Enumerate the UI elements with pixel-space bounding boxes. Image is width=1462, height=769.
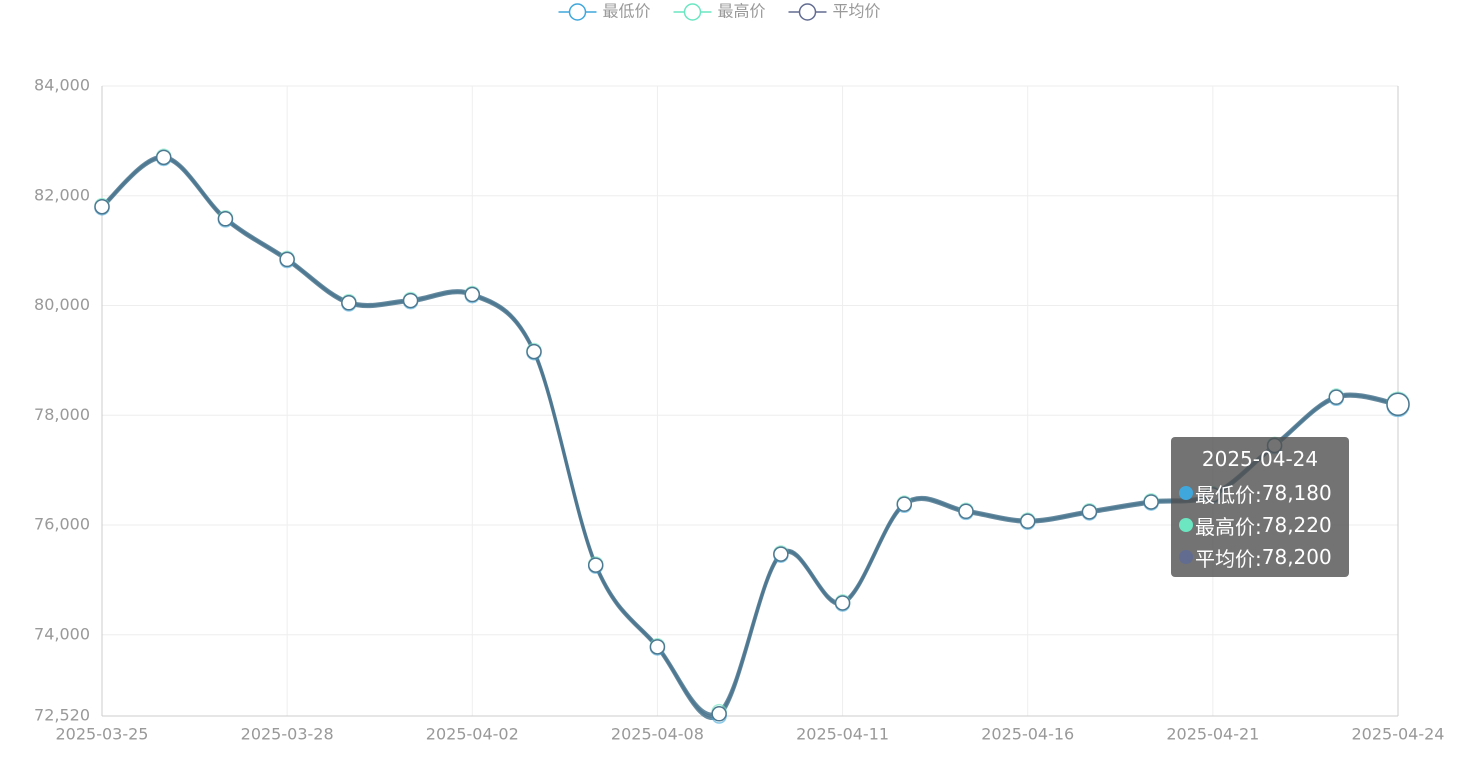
- tooltip-name: 最低价: [1195, 479, 1262, 508]
- data-point: [711, 706, 727, 722]
- tooltip: 2025-04-24最低价78,180最高价78,220平均价78,200: [1171, 437, 1349, 577]
- data-point: [587, 557, 604, 573]
- tooltip-row: 最低价78,180: [1179, 477, 1341, 509]
- data-point: [279, 251, 295, 268]
- data-point: [834, 595, 851, 611]
- x-tick-label: 2025-04-11: [796, 725, 889, 744]
- tooltip-marker: [1179, 550, 1193, 564]
- y-tick-label: 78,000: [34, 405, 90, 424]
- tooltip-name: 最高价: [1195, 511, 1262, 540]
- tooltip-value: 78,220: [1261, 513, 1332, 537]
- x-tick-label: 2025-03-25: [56, 725, 149, 744]
- tooltip-value: 78,180: [1261, 481, 1332, 505]
- data-point: [773, 546, 789, 562]
- data-point: [1143, 494, 1159, 510]
- tooltip-name: 平均价: [1195, 543, 1262, 572]
- x-tick-label: 2025-04-24: [1352, 725, 1445, 744]
- data-point: [896, 496, 913, 512]
- data-point: [464, 286, 481, 303]
- data-point: [958, 503, 974, 520]
- legend-icon: [798, 3, 817, 21]
- data-point: [341, 295, 357, 311]
- data-point: [94, 198, 110, 215]
- x-tick-label: 2025-04-21: [1166, 725, 1259, 744]
- legend-label: 最高价: [718, 2, 766, 21]
- tooltip-value: 78,200: [1261, 545, 1332, 569]
- x-tick-label: 2025-04-02: [426, 725, 519, 744]
- data-point: [1328, 389, 1345, 405]
- data-point: [402, 292, 419, 309]
- data-point: [1019, 513, 1036, 529]
- data-point: [1386, 392, 1410, 417]
- y-tick-label: 74,000: [34, 624, 90, 643]
- x-tick-label: 2025-04-16: [981, 725, 1074, 744]
- y-tick-label: 82,000: [34, 185, 90, 204]
- y-tick-label: 72,520: [34, 706, 90, 725]
- tooltip-marker: [1179, 486, 1193, 500]
- data-point: [155, 149, 172, 166]
- legend-icon: [683, 3, 702, 21]
- tooltip-row: 平均价78,200: [1179, 541, 1341, 573]
- tooltip-title: 2025-04-24: [1201, 447, 1319, 471]
- y-tick-label: 76,000: [34, 515, 90, 534]
- y-tick-label: 84,000: [34, 76, 90, 95]
- x-tick-label: 2025-04-08: [611, 725, 704, 744]
- legend-label: 最低价: [603, 2, 651, 21]
- data-point: [526, 343, 542, 360]
- legend-icon: [568, 3, 587, 21]
- x-tick-label: 2025-03-28: [241, 725, 334, 744]
- tooltip-marker: [1179, 518, 1193, 532]
- y-tick-label: 80,000: [34, 295, 90, 314]
- tooltip-row: 最高价78,220: [1179, 509, 1341, 541]
- data-point: [649, 639, 666, 655]
- data-point: [217, 211, 234, 227]
- legend-label: 平均价: [833, 2, 881, 21]
- data-point: [1081, 504, 1098, 520]
